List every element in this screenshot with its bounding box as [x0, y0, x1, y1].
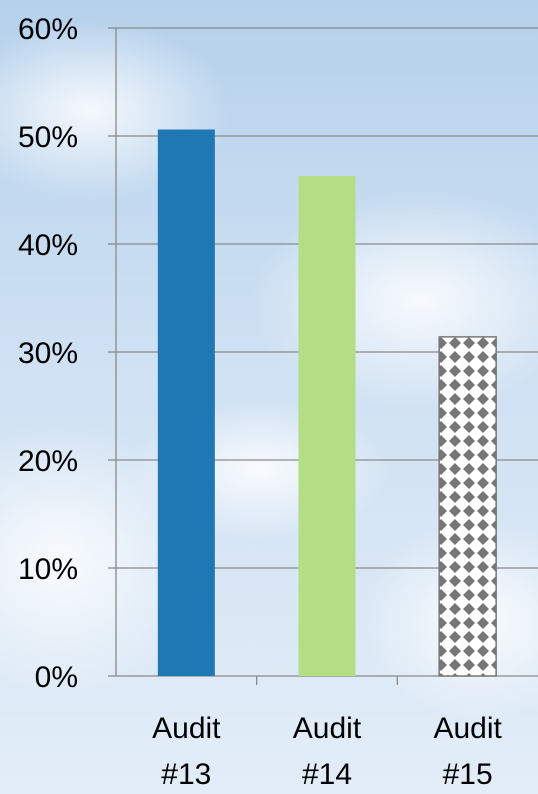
x-category-label: Audit: [152, 712, 221, 745]
x-category-label: Audit: [433, 712, 502, 745]
y-tick-label: 40%: [18, 229, 78, 262]
y-tick-label: 20%: [18, 445, 78, 478]
y-tick-label: 50%: [18, 121, 78, 154]
y-tick-label: 0%: [35, 661, 78, 694]
bar-audit-15: [439, 337, 496, 676]
x-category-label: #13: [161, 758, 211, 791]
x-category-label: #14: [302, 758, 352, 791]
bar-audit-13: [158, 130, 215, 676]
bar-audit-14: [299, 176, 356, 676]
x-category-label: #15: [443, 758, 493, 791]
y-tick-label: 30%: [18, 337, 78, 370]
y-tick-label: 10%: [18, 553, 78, 586]
x-category-label: Audit: [293, 712, 362, 745]
y-tick-label: 60%: [18, 13, 78, 46]
